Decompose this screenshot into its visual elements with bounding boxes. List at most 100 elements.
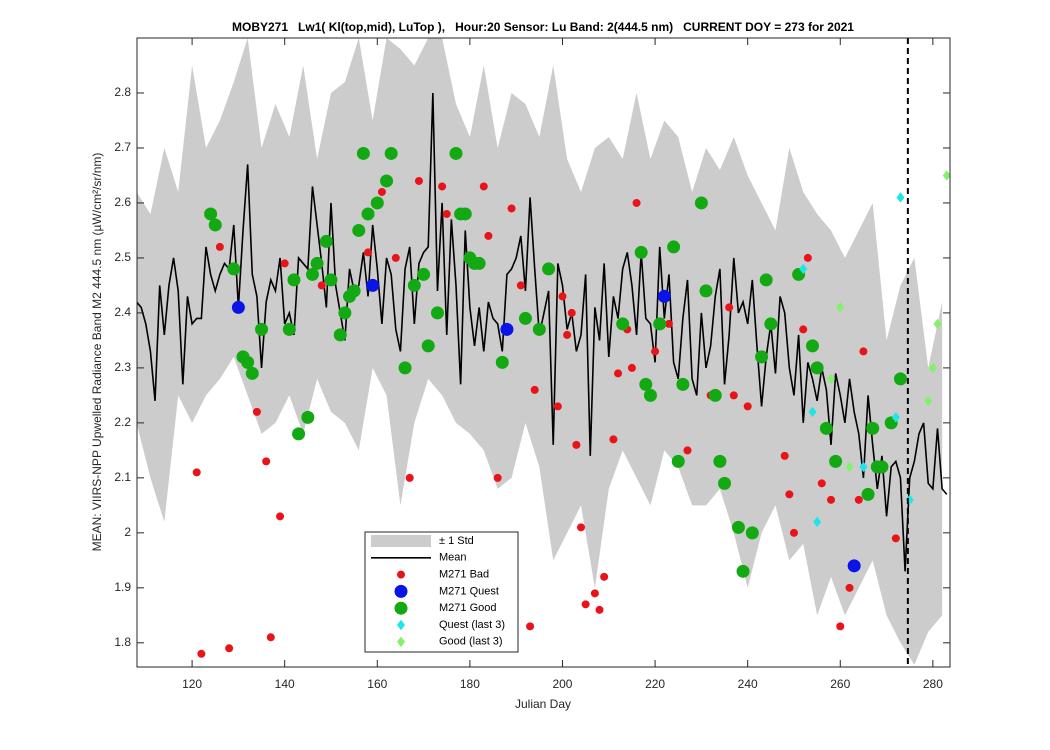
marker: [301, 410, 315, 424]
marker: [204, 207, 218, 221]
marker: [725, 303, 734, 312]
marker: [836, 302, 845, 313]
x-axis-label: Julian Day: [515, 697, 571, 711]
marker: [808, 406, 817, 418]
marker: [729, 391, 738, 400]
legend-swatch: [397, 636, 405, 647]
marker: [810, 361, 824, 375]
marker: [803, 253, 812, 262]
marker: [266, 633, 275, 642]
marker: [225, 644, 234, 653]
marker: [458, 207, 472, 221]
marker: [785, 490, 794, 499]
x-tick-label: 120: [182, 677, 202, 691]
marker: [891, 534, 900, 543]
x-tick-label: 260: [830, 677, 850, 691]
x-tick-label: 160: [367, 677, 387, 691]
marker: [255, 322, 269, 336]
marker: [405, 473, 414, 482]
marker: [933, 318, 942, 330]
legend-label: M271 Good: [439, 602, 496, 614]
marker: [338, 306, 352, 320]
marker: [643, 388, 657, 402]
marker: [262, 457, 271, 466]
marker: [676, 377, 690, 391]
marker: [391, 253, 400, 262]
marker: [694, 196, 708, 210]
marker: [616, 317, 630, 331]
legend-label: M271 Bad: [439, 569, 489, 581]
marker: [352, 223, 366, 237]
marker: [430, 306, 444, 320]
y-axis-label: MEAN: VIIRS-NPP Upwelled Radiance Band M…: [90, 153, 104, 552]
marker: [866, 421, 880, 435]
y-tick-label: 2.6: [114, 195, 131, 209]
y-tick-label: 2.4: [114, 305, 131, 319]
marker: [495, 355, 509, 369]
marker: [731, 520, 745, 534]
marker: [449, 146, 463, 160]
marker: [227, 262, 241, 276]
marker: [518, 311, 532, 325]
marker: [417, 267, 431, 281]
marker: [683, 446, 692, 455]
legend-label: Quest (last 3): [439, 619, 505, 631]
marker: [854, 495, 863, 504]
marker: [305, 267, 319, 281]
marker: [590, 589, 599, 598]
marker: [708, 388, 722, 402]
marker: [600, 572, 609, 581]
marker: [356, 146, 370, 160]
marker: [398, 361, 412, 375]
marker: [745, 526, 759, 540]
marker: [653, 317, 667, 331]
marker: [407, 278, 421, 292]
marker: [292, 427, 306, 441]
x-tick-label: 240: [738, 677, 758, 691]
marker: [438, 182, 447, 191]
marker: [366, 278, 380, 292]
marker: [893, 372, 907, 386]
marker: [718, 476, 732, 490]
marker: [364, 248, 373, 257]
marker: [581, 600, 590, 609]
marker: [572, 440, 581, 449]
marker: [333, 328, 347, 342]
legend-swatch: [394, 584, 408, 598]
marker: [384, 146, 398, 160]
marker: [595, 605, 604, 614]
marker: [208, 218, 222, 232]
marker: [241, 355, 255, 369]
legend-swatch: [397, 570, 405, 579]
marker: [472, 256, 486, 270]
marker: [827, 373, 836, 385]
marker: [282, 322, 296, 336]
marker: [287, 273, 301, 287]
marker: [484, 231, 493, 240]
marker: [553, 402, 562, 411]
marker: [736, 564, 750, 578]
marker: [558, 292, 567, 301]
marker: [526, 622, 535, 631]
marker: [567, 308, 576, 317]
marker: [755, 350, 769, 364]
marker: [347, 284, 361, 298]
marker: [845, 461, 854, 473]
marker: [634, 245, 648, 259]
marker: [743, 402, 752, 411]
x-tick-label: 140: [275, 677, 295, 691]
legend-swatch: [397, 619, 405, 631]
y-tick-label: 2.8: [114, 85, 131, 99]
marker: [479, 182, 488, 191]
marker: [799, 263, 808, 275]
marker: [614, 369, 623, 378]
marker: [370, 196, 384, 210]
legend-box: [364, 531, 519, 653]
marker: [280, 259, 289, 268]
marker: [799, 325, 808, 334]
marker: [819, 421, 833, 435]
marker: [310, 256, 324, 270]
marker: [861, 487, 875, 501]
marker: [845, 583, 854, 592]
